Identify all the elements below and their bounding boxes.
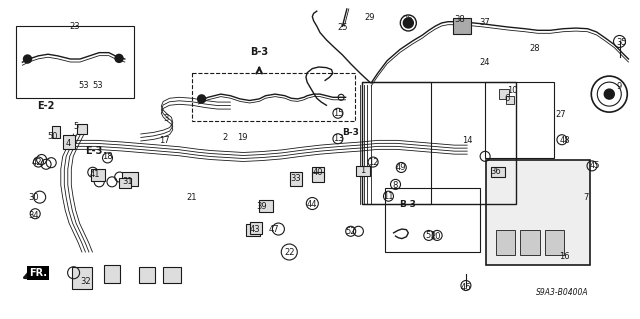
Text: 6: 6: [505, 94, 510, 103]
Text: 15: 15: [333, 109, 343, 118]
Text: 42: 42: [32, 158, 42, 167]
Text: 12: 12: [368, 158, 378, 167]
Circle shape: [198, 95, 205, 103]
Text: 34: 34: [28, 211, 38, 220]
Text: 16: 16: [559, 252, 570, 261]
Text: 38: 38: [454, 15, 465, 24]
Text: 48: 48: [560, 136, 570, 145]
Text: 43: 43: [250, 225, 260, 234]
Circle shape: [604, 89, 614, 99]
Text: 46: 46: [461, 283, 471, 292]
Text: 52: 52: [346, 227, 356, 236]
Text: 33: 33: [291, 174, 301, 183]
Bar: [104, 265, 120, 283]
Text: 9: 9: [617, 82, 622, 91]
Text: S9A3-B0400A: S9A3-B0400A: [536, 288, 588, 297]
Bar: [77, 124, 87, 134]
Text: 7: 7: [583, 193, 588, 202]
Text: 53: 53: [78, 81, 88, 90]
Bar: [356, 166, 370, 176]
Text: 27: 27: [556, 110, 566, 119]
Text: 53: 53: [92, 81, 102, 90]
Text: 11: 11: [383, 192, 394, 201]
Bar: [250, 222, 262, 234]
Bar: [122, 172, 138, 186]
Bar: [491, 167, 505, 177]
Text: 35: 35: [617, 38, 627, 47]
Text: 19: 19: [237, 133, 247, 142]
Bar: [192, 73, 355, 121]
Bar: [290, 172, 301, 186]
Text: 25: 25: [337, 23, 348, 32]
Bar: [63, 135, 75, 149]
Text: 31: 31: [123, 177, 133, 186]
Bar: [52, 126, 60, 138]
Text: 13: 13: [333, 134, 343, 143]
Text: 47: 47: [269, 225, 279, 234]
Text: 10: 10: [507, 86, 517, 95]
Bar: [119, 178, 131, 189]
Bar: [485, 82, 554, 158]
Text: 20: 20: [430, 232, 440, 241]
Bar: [91, 169, 105, 181]
Text: 36: 36: [491, 167, 501, 176]
Bar: [545, 230, 564, 255]
Text: 26: 26: [403, 15, 413, 24]
Bar: [453, 18, 471, 33]
Text: E-3: E-3: [85, 145, 103, 156]
Text: 17: 17: [159, 136, 170, 145]
Text: 8: 8: [393, 181, 398, 189]
Text: 14: 14: [462, 136, 472, 145]
Text: 50: 50: [48, 132, 58, 141]
Text: E-2: E-2: [37, 101, 55, 111]
Bar: [312, 172, 324, 182]
Text: 21: 21: [187, 193, 197, 202]
Bar: [385, 188, 480, 252]
Text: 18: 18: [102, 152, 113, 161]
Text: 28: 28: [529, 44, 540, 53]
Bar: [499, 89, 509, 99]
Bar: [496, 230, 515, 255]
Circle shape: [115, 54, 123, 63]
Text: 40: 40: [313, 168, 323, 177]
Bar: [72, 267, 92, 288]
Bar: [140, 267, 156, 283]
Text: 3: 3: [164, 114, 169, 122]
Text: 32: 32: [80, 277, 90, 286]
Bar: [259, 200, 273, 212]
Bar: [520, 230, 540, 255]
Text: B-3: B-3: [399, 200, 416, 209]
Text: 23: 23: [70, 22, 80, 31]
Text: 37: 37: [480, 19, 490, 27]
Bar: [362, 82, 431, 204]
Bar: [246, 224, 260, 236]
Circle shape: [403, 18, 413, 28]
Circle shape: [24, 55, 31, 63]
Text: 4: 4: [66, 139, 71, 148]
Text: 1: 1: [360, 166, 365, 175]
Text: 5: 5: [73, 122, 78, 130]
Bar: [362, 82, 516, 204]
Text: 39: 39: [256, 202, 266, 211]
Text: B-3: B-3: [250, 47, 268, 57]
Text: 30: 30: [28, 193, 38, 202]
Text: B-3: B-3: [342, 128, 358, 137]
Text: 22: 22: [284, 248, 294, 256]
Text: 29: 29: [365, 13, 375, 22]
Text: 2: 2: [223, 133, 228, 142]
Text: 24: 24: [479, 58, 490, 67]
Text: 49: 49: [396, 163, 406, 172]
Bar: [486, 160, 590, 265]
Text: FR.: FR.: [29, 268, 47, 278]
Text: 51: 51: [426, 231, 436, 240]
Bar: [312, 167, 324, 177]
Text: 44: 44: [307, 200, 317, 209]
Bar: [506, 96, 514, 104]
Bar: [163, 267, 180, 283]
Text: 45: 45: [590, 161, 600, 170]
Bar: [16, 26, 134, 98]
Text: 41: 41: [90, 170, 100, 179]
